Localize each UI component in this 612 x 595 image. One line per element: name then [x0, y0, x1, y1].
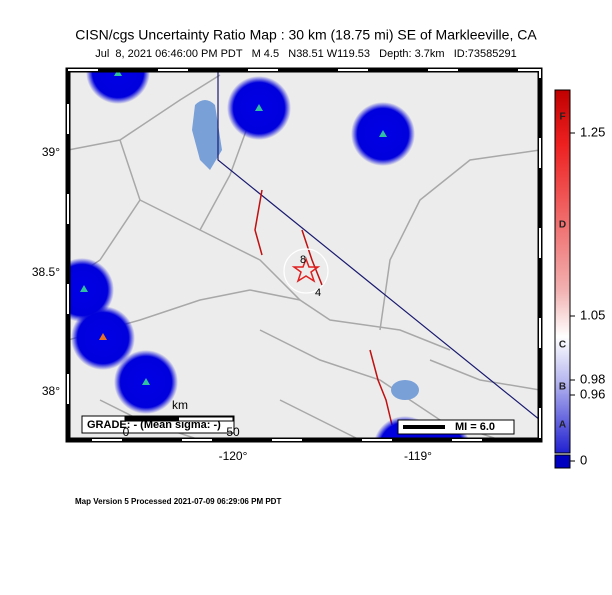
- colorbar-grade: C: [559, 340, 566, 351]
- station-coverage: [86, 70, 150, 104]
- colorbar: 1.25 1.05 0.980.96 0 F D C B A: [554, 89, 605, 469]
- contour-label: 8: [300, 254, 306, 266]
- lon-label: -120°: [219, 449, 248, 463]
- lat-label: 38°: [42, 384, 60, 398]
- subtitle: Jul 8, 2021 06:46:00 PM PDT M 4.5 N38.51…: [95, 48, 517, 60]
- map-area: 8 4 GRADE: - (Mean sigma: -) MI = 6.0: [68, 70, 540, 440]
- footer: Map Version 5 Processed 2021-07-09 06:29…: [75, 497, 281, 506]
- mi-bar: [403, 425, 445, 429]
- colorbar-tick-label: 0: [580, 452, 587, 467]
- scale-end: 50: [226, 425, 240, 439]
- colorbar-tick-label: 0.98: [580, 371, 605, 386]
- lake-tahoe: [192, 100, 222, 170]
- mi-box: [397, 419, 515, 435]
- colorbar-grade: D: [559, 220, 566, 231]
- grade-text: GRADE: - (Mean sigma: -): [87, 419, 221, 431]
- map-frame-ticks: [67, 69, 541, 441]
- scale-bar-fill: [125, 417, 179, 421]
- scale-bar: km 0 50: [123, 398, 240, 439]
- contour-label: 4: [315, 287, 321, 299]
- station-marker: [99, 333, 107, 340]
- scale-start: 0: [123, 425, 130, 439]
- lat-label: 38.5°: [32, 265, 60, 279]
- lon-label: -119°: [404, 449, 432, 463]
- contour: [283, 248, 329, 294]
- colorbar-tick-label: 0.96: [580, 386, 605, 401]
- mi-text: MI = 6.0: [455, 421, 495, 433]
- epicenter: [291, 256, 321, 283]
- state-border: [217, 70, 540, 421]
- lat-label: 39°: [42, 145, 60, 159]
- colorbar-gradient: [554, 89, 571, 454]
- lake: [391, 380, 419, 400]
- station-markers: [80, 70, 387, 385]
- faults: [254, 189, 393, 426]
- colorbar-tick-label: 1.05: [580, 307, 605, 322]
- colorbar-tick-label: 1.25: [580, 124, 605, 139]
- roads: [68, 74, 540, 440]
- scale-unit: km: [172, 398, 188, 412]
- colorbar-grade: B: [559, 382, 566, 393]
- colorbar-grade: A: [559, 420, 566, 431]
- title: CISN/cgs Uncertainty Ratio Map : 30 km (…: [75, 27, 537, 43]
- station-coverage: [68, 258, 114, 322]
- colorbar-zero: [554, 454, 571, 469]
- colorbar-grade: F: [559, 112, 565, 123]
